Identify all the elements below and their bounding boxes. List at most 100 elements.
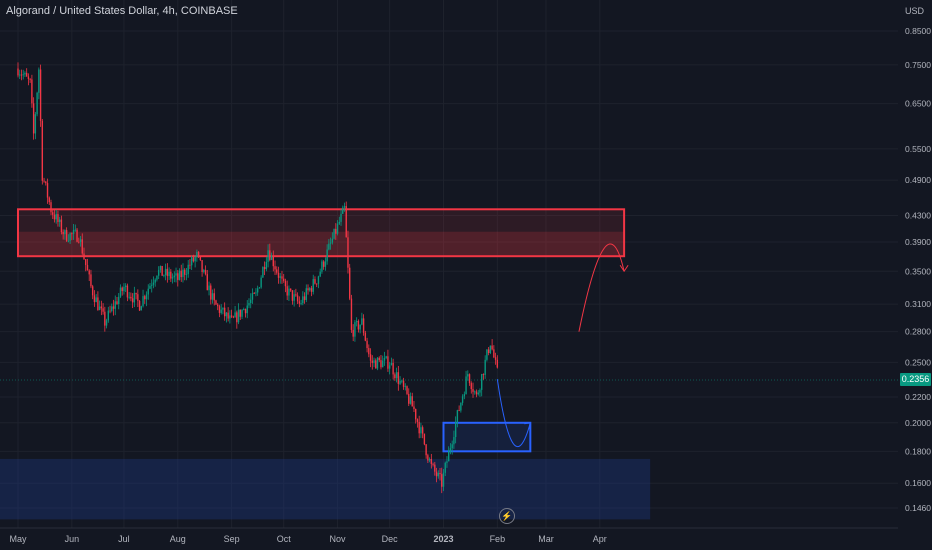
time-tick-label: Aug — [170, 534, 186, 544]
candle-body — [114, 301, 116, 309]
candle-body — [343, 206, 346, 208]
candle-body — [27, 76, 30, 79]
candle-body — [411, 396, 413, 407]
candle-body — [184, 269, 186, 275]
candle-body — [487, 349, 490, 354]
candle-body — [201, 260, 203, 272]
candle-body — [60, 219, 63, 233]
candle-body — [213, 293, 215, 301]
candle-body — [321, 261, 323, 272]
candle-body — [180, 270, 182, 278]
candle-body — [392, 362, 394, 375]
candle-body — [43, 180, 45, 182]
candle-body — [123, 286, 125, 292]
candle-body — [361, 318, 363, 325]
candle-body — [229, 315, 231, 319]
candle-body — [395, 372, 398, 379]
candle-body — [131, 298, 134, 303]
candle-body — [192, 257, 195, 262]
candle-body — [251, 293, 254, 300]
lightning-icon[interactable]: ⚡ — [499, 508, 515, 524]
candle-body — [135, 292, 137, 295]
candle-body — [190, 257, 193, 266]
candle-body — [369, 354, 372, 361]
candle-body — [474, 391, 476, 393]
candle-body — [178, 270, 181, 280]
candle-body — [475, 391, 478, 395]
candle-body — [397, 372, 400, 384]
candle-body — [225, 312, 228, 317]
candle-body — [286, 286, 288, 296]
time-tick-label: Mar — [538, 534, 554, 544]
candle-body — [451, 444, 453, 449]
candle-body — [29, 78, 31, 80]
candle-body — [480, 374, 483, 390]
candle-body — [489, 345, 492, 354]
candle-body — [140, 306, 143, 311]
candle-body — [156, 275, 158, 280]
candle-body — [208, 285, 210, 291]
candle-body — [118, 296, 120, 305]
candle-body — [470, 383, 472, 390]
candle-body — [236, 312, 238, 323]
candle-body — [234, 312, 236, 318]
candle-body — [62, 232, 64, 235]
zones-layer — [0, 208, 651, 520]
candle-body — [427, 455, 429, 461]
candle-body — [316, 283, 318, 285]
candle-body — [326, 249, 328, 262]
time-tick-label: May — [9, 534, 27, 544]
price-tick-label: 0.1800 — [905, 446, 931, 456]
candle-body — [460, 402, 462, 411]
candle-body — [402, 380, 405, 387]
candle-body — [126, 285, 129, 298]
candle-body — [441, 474, 443, 487]
candle-body — [303, 296, 306, 300]
price-tick-label: 0.1600 — [905, 478, 931, 488]
candle-body — [394, 374, 396, 379]
price-axis[interactable]: 0.8500 0.7500 0.6500 0.5500 0.4900 0.4300 0.39… — [905, 26, 931, 513]
candle-body — [222, 307, 224, 310]
candle-body — [41, 120, 44, 181]
candle-body — [300, 303, 302, 304]
candle-body — [93, 295, 96, 303]
candle-body — [199, 255, 202, 261]
candle-body — [467, 374, 469, 377]
candle-body — [255, 292, 257, 294]
candle-body — [107, 310, 110, 321]
candle-body — [196, 251, 198, 258]
candle-body — [197, 251, 200, 256]
candle-body — [85, 259, 87, 266]
time-axis[interactable]: May Jun Jul Aug Sep Oct Nov Dec 2023 Feb Mar Apr — [0, 527, 898, 544]
candle-body — [420, 427, 422, 434]
candle-body — [409, 396, 412, 404]
candle-body — [65, 230, 68, 241]
candle-body — [159, 265, 162, 270]
time-tick-label: Apr — [593, 534, 607, 544]
candle-body — [289, 288, 292, 291]
candle-body — [166, 268, 169, 277]
currency-label: USD — [905, 6, 925, 16]
candle-body — [124, 285, 127, 287]
candle-body — [484, 359, 486, 375]
candle-body — [284, 280, 287, 287]
forecast-arrow-blue — [496, 379, 531, 447]
candle-body — [335, 228, 337, 234]
candle-body — [185, 274, 188, 275]
candle-body — [328, 243, 330, 250]
candle-body — [404, 386, 406, 388]
candle-body — [218, 306, 221, 313]
candle-body — [442, 472, 445, 487]
price-tick-label: 0.8500 — [905, 26, 931, 36]
candle-body — [373, 360, 375, 363]
candle-body — [295, 294, 297, 296]
candle-body — [171, 277, 174, 279]
candle-body — [269, 250, 271, 260]
demand-zone — [0, 458, 651, 520]
candle-body — [137, 294, 139, 301]
candle-body — [350, 298, 353, 330]
candle-body — [310, 288, 313, 292]
candle-body — [79, 239, 82, 242]
time-tick-label: Oct — [277, 534, 292, 544]
